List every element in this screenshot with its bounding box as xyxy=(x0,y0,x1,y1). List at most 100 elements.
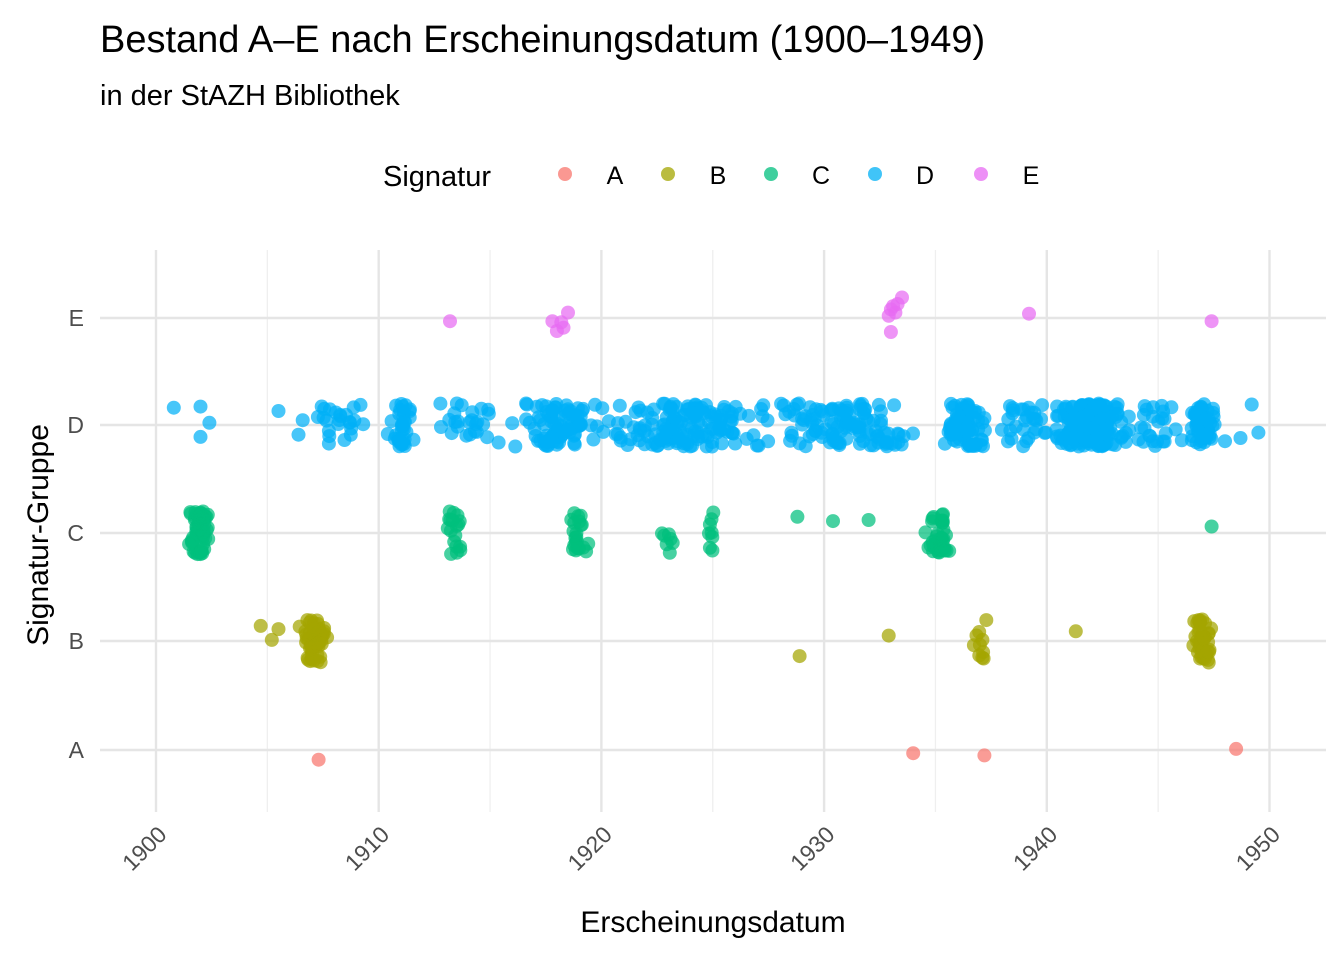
data-point-d xyxy=(562,425,577,440)
data-point-e xyxy=(443,314,457,329)
data-point-d xyxy=(1146,400,1161,415)
data-point-b xyxy=(253,618,268,633)
data-point-c xyxy=(1204,519,1219,534)
data-point-d xyxy=(632,433,647,448)
data-point-c xyxy=(790,509,805,524)
data-point-d xyxy=(789,397,804,412)
data-point-d xyxy=(464,413,479,428)
data-point-d xyxy=(491,435,506,450)
data-point-b xyxy=(271,622,286,637)
data-point-c xyxy=(447,534,462,549)
data-point-d xyxy=(434,420,448,434)
data-point-d xyxy=(295,413,310,428)
data-point-d xyxy=(1251,425,1266,440)
data-point-d xyxy=(1016,402,1031,417)
data-point-d xyxy=(1189,435,1204,450)
data-point-b xyxy=(1200,644,1215,659)
data-point-c xyxy=(705,543,720,558)
data-point-d xyxy=(433,396,448,411)
legend-label: C xyxy=(812,162,830,190)
data-point-d xyxy=(396,418,411,433)
data-point-c xyxy=(861,513,876,527)
data-point-d xyxy=(1050,409,1065,423)
y-tick-label: D xyxy=(67,412,84,438)
data-point-c xyxy=(918,525,933,540)
data-point-d xyxy=(480,430,495,445)
data-point-d xyxy=(672,431,687,446)
data-point-d xyxy=(880,435,895,450)
legend-key xyxy=(764,167,778,181)
data-point-d xyxy=(271,404,286,418)
data-point-b xyxy=(972,625,987,639)
legend-key xyxy=(661,167,675,181)
data-point-c xyxy=(450,508,465,523)
y-tick-label: E xyxy=(69,305,84,331)
data-point-b xyxy=(314,636,329,651)
x-tick-label: 1920 xyxy=(562,821,617,876)
data-point-d xyxy=(658,422,673,436)
data-point-d xyxy=(1143,429,1158,444)
data-point-d xyxy=(1001,434,1015,449)
data-point-d xyxy=(1065,400,1080,415)
data-point-c xyxy=(655,526,669,541)
data-point-d xyxy=(633,403,648,418)
data-point-b xyxy=(306,622,321,637)
y-tick-label: A xyxy=(69,737,85,763)
data-point-c xyxy=(826,514,840,529)
data-point-d xyxy=(637,418,652,433)
data-point-d xyxy=(1080,408,1095,423)
data-point-b xyxy=(881,628,896,643)
data-point-d xyxy=(728,436,743,451)
data-point-d xyxy=(193,399,208,414)
chart-subtitle: in der StAZH Bibliothek xyxy=(100,80,400,112)
data-point-d xyxy=(959,421,974,436)
data-point-d xyxy=(873,404,888,419)
data-point-d xyxy=(1016,422,1031,437)
legend-label: E xyxy=(1023,162,1040,190)
x-tick-label: 1950 xyxy=(1230,821,1285,876)
data-point-d xyxy=(964,404,979,419)
data-point-b xyxy=(1187,614,1202,629)
data-point-b xyxy=(313,649,328,664)
data-point-d xyxy=(1206,401,1220,416)
data-point-d xyxy=(787,408,802,423)
data-point-b xyxy=(966,638,981,653)
x-axis-label: Erscheinungsdatum xyxy=(580,906,845,939)
data-point-d xyxy=(595,401,610,416)
data-point-d xyxy=(713,413,728,428)
data-point-d xyxy=(856,434,871,448)
data-point-d xyxy=(450,419,465,434)
data-point-d xyxy=(1089,398,1103,413)
data-point-d xyxy=(1155,411,1170,426)
data-point-d xyxy=(589,419,604,434)
data-point-d xyxy=(572,418,587,433)
y-axis-ticks: A B C D E xyxy=(67,305,84,763)
data-point-c xyxy=(705,530,720,545)
data-point-d xyxy=(610,427,625,441)
data-point-d xyxy=(310,410,325,424)
data-point-d xyxy=(610,416,625,431)
data-point-d xyxy=(698,427,713,442)
data-point-b xyxy=(1068,624,1083,639)
data-point-d xyxy=(612,398,627,413)
data-point-d xyxy=(1218,434,1232,449)
data-point-d xyxy=(1174,433,1189,448)
data-point-a xyxy=(906,746,921,761)
x-tick-label: 1940 xyxy=(1008,821,1063,876)
data-point-d xyxy=(333,407,348,422)
data-point-d xyxy=(202,415,217,430)
data-point-d xyxy=(1108,438,1123,452)
data-point-d xyxy=(1006,403,1021,418)
data-point-d xyxy=(805,408,820,422)
data-point-d xyxy=(1199,427,1214,442)
data-point-d xyxy=(1156,434,1171,449)
data-point-d xyxy=(721,404,736,419)
data-point-b xyxy=(792,649,807,664)
data-point-d xyxy=(685,438,700,453)
data-point-c xyxy=(926,510,941,524)
data-point-b xyxy=(301,652,316,667)
data-point-e xyxy=(1022,306,1036,321)
legend-label: D xyxy=(916,162,934,190)
data-point-d xyxy=(474,401,489,416)
data-point-d xyxy=(746,428,761,443)
